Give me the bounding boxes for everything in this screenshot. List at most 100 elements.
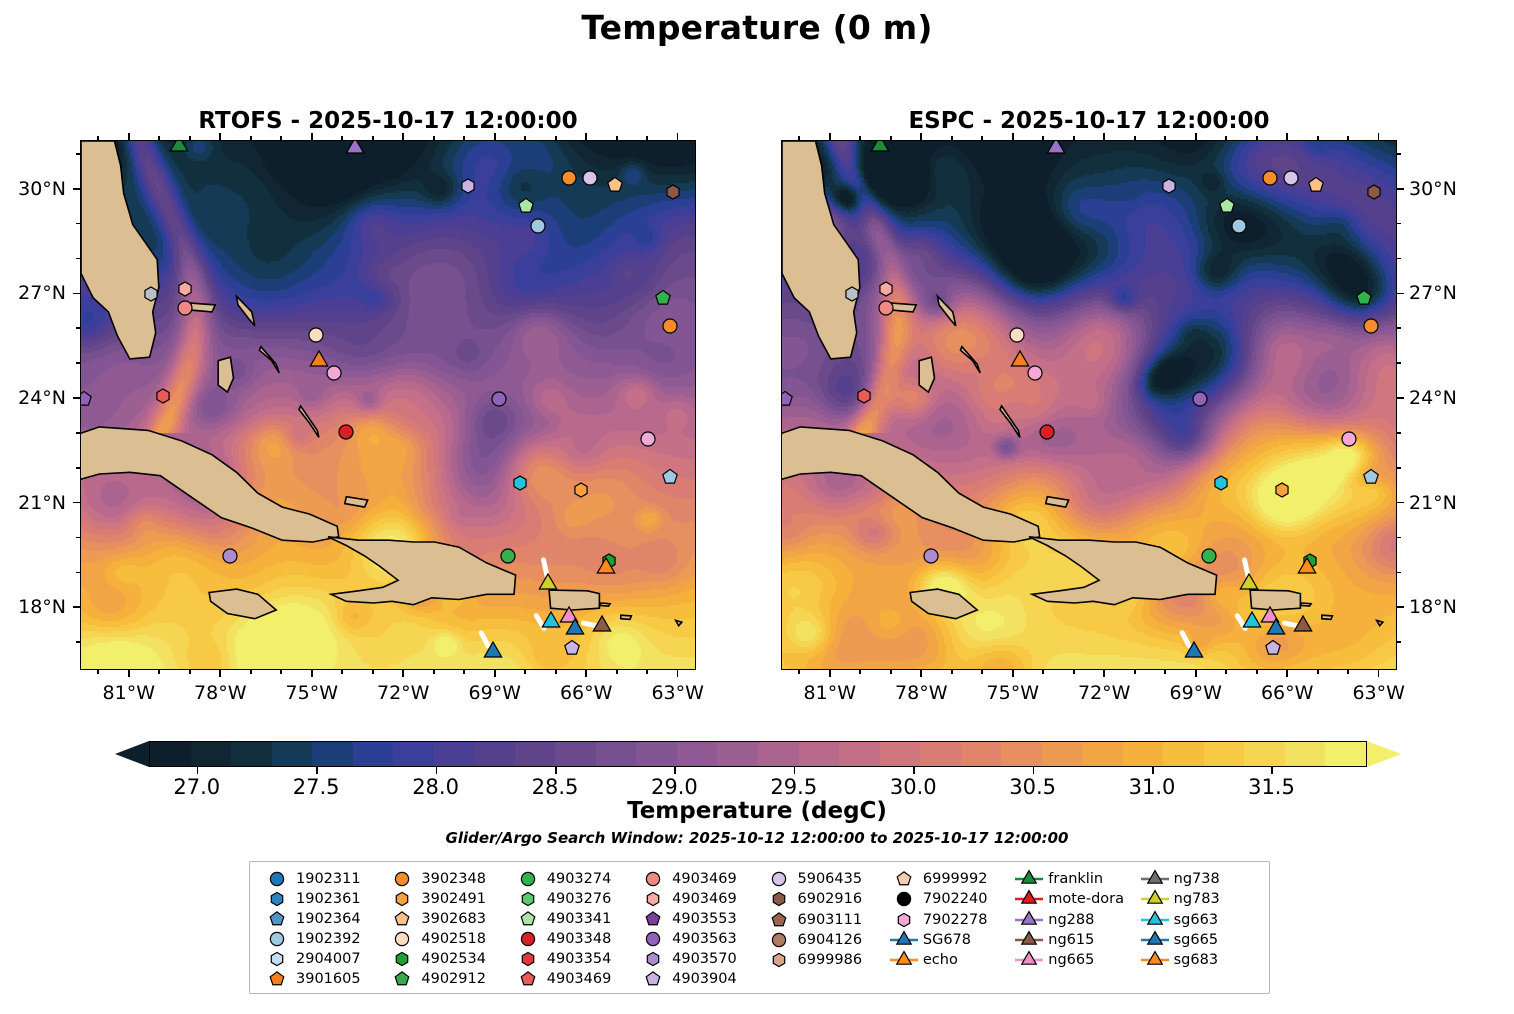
map-marker[interactable] <box>877 299 895 317</box>
map-marker[interactable] <box>1362 317 1380 335</box>
map-marker[interactable] <box>1259 605 1280 627</box>
map-marker[interactable] <box>307 326 325 344</box>
map-marker[interactable] <box>517 197 535 215</box>
map-marker[interactable] <box>499 547 517 565</box>
legend-item[interactable]: 6999992 <box>887 869 1012 889</box>
legend-item[interactable]: 7902278 <box>887 910 1012 930</box>
legend-item[interactable]: 4903274 <box>511 869 636 889</box>
legend-item[interactable]: 4902518 <box>385 929 510 949</box>
map-marker[interactable] <box>345 141 366 158</box>
map-marker[interactable] <box>511 474 529 492</box>
map-marker[interactable] <box>843 285 861 303</box>
map-marker[interactable] <box>782 390 794 408</box>
legend-item[interactable]: echo <box>887 950 1012 970</box>
legend-item[interactable]: 1902361 <box>260 889 385 909</box>
map-marker[interactable] <box>1296 556 1317 579</box>
map-marker[interactable] <box>1266 617 1287 640</box>
map-marker[interactable] <box>1340 430 1358 448</box>
map-marker[interactable] <box>1355 289 1373 307</box>
legend-item[interactable]: 7902240 <box>887 889 1012 909</box>
legend-item[interactable]: 4903553 <box>636 909 761 929</box>
map-marker[interactable] <box>639 430 657 448</box>
legend-item[interactable]: 3902348 <box>385 869 510 889</box>
legend-item[interactable]: ng738 <box>1138 869 1263 889</box>
legend-item[interactable]: sg683 <box>1138 950 1263 970</box>
map-marker[interactable] <box>877 280 895 298</box>
map-marker[interactable] <box>529 217 547 235</box>
map-marker[interactable] <box>490 390 508 408</box>
map-marker[interactable] <box>1293 614 1314 636</box>
map-marker[interactable] <box>1212 474 1230 492</box>
legend-item[interactable]: 4903563 <box>636 929 761 949</box>
map-marker[interactable] <box>1200 547 1218 565</box>
map-marker[interactable] <box>595 556 616 579</box>
legend-item[interactable]: 1902392 <box>260 929 385 949</box>
map-marker[interactable] <box>537 572 558 594</box>
legend-item[interactable]: 4903469 <box>636 869 761 889</box>
legend-item[interactable]: 4903469 <box>636 889 761 909</box>
map-marker[interactable] <box>558 605 579 627</box>
legend-item[interactable]: ng615 <box>1012 930 1137 950</box>
legend-item[interactable]: 6904126 <box>762 930 887 950</box>
map-marker[interactable] <box>1046 141 1067 158</box>
map-marker[interactable] <box>1026 364 1044 382</box>
map-marker[interactable] <box>1273 481 1291 499</box>
legend-item[interactable]: 5906435 <box>762 869 887 889</box>
legend-item[interactable]: 4902534 <box>385 949 510 969</box>
map-marker[interactable] <box>221 547 239 565</box>
map-marker[interactable] <box>308 349 329 371</box>
legend-item[interactable]: 3902491 <box>385 889 510 909</box>
legend-item[interactable]: 3902683 <box>385 909 510 929</box>
map-marker[interactable] <box>81 390 93 408</box>
legend-item[interactable]: 6902916 <box>762 889 887 909</box>
map-marker[interactable] <box>176 280 194 298</box>
map-marker[interactable] <box>654 289 672 307</box>
map-panel-rtofs[interactable] <box>80 140 696 670</box>
map-marker[interactable] <box>1160 177 1178 195</box>
map-marker[interactable] <box>1241 610 1262 633</box>
legend-item[interactable]: ng783 <box>1138 889 1263 909</box>
map-marker[interactable] <box>1230 217 1248 235</box>
map-marker[interactable] <box>1365 183 1383 201</box>
map-marker[interactable] <box>1183 640 1204 662</box>
map-marker[interactable] <box>1191 390 1209 408</box>
map-marker[interactable] <box>1238 572 1259 594</box>
map-marker[interactable] <box>563 639 581 657</box>
map-marker[interactable] <box>661 317 679 335</box>
map-marker[interactable] <box>482 640 503 662</box>
legend-item[interactable]: SG678 <box>887 930 1012 950</box>
legend-item[interactable]: 3901605 <box>260 969 385 989</box>
legend-item[interactable]: 4903276 <box>511 889 636 909</box>
map-marker[interactable] <box>540 610 561 633</box>
map-marker[interactable] <box>581 169 599 187</box>
map-panel-espc[interactable] <box>781 140 1397 670</box>
map-marker[interactable] <box>1261 169 1279 187</box>
map-marker[interactable] <box>337 423 355 441</box>
legend-item[interactable]: 6903111 <box>762 910 887 930</box>
legend-item[interactable]: 2904007 <box>260 949 385 969</box>
map-marker[interactable] <box>142 285 160 303</box>
map-marker[interactable] <box>572 481 590 499</box>
legend-item[interactable]: 6999986 <box>762 950 887 970</box>
legend-item[interactable]: franklin <box>1012 869 1137 889</box>
map-marker[interactable] <box>565 617 586 640</box>
legend-item[interactable]: sg665 <box>1138 930 1263 950</box>
legend-item[interactable]: 4903341 <box>511 909 636 929</box>
map-marker[interactable] <box>325 364 343 382</box>
map-marker[interactable] <box>154 387 172 405</box>
map-marker[interactable] <box>176 299 194 317</box>
legend-item[interactable]: 4903904 <box>636 969 761 989</box>
legend-item[interactable]: 4903469 <box>511 969 636 989</box>
legend-item[interactable]: 4903354 <box>511 949 636 969</box>
map-marker[interactable] <box>855 387 873 405</box>
legend-item[interactable]: 4902912 <box>385 969 510 989</box>
map-marker[interactable] <box>1282 169 1300 187</box>
map-marker[interactable] <box>1038 423 1056 441</box>
legend-item[interactable]: 1902311 <box>260 869 385 889</box>
legend-item[interactable]: 4903348 <box>511 929 636 949</box>
map-marker[interactable] <box>1362 468 1380 486</box>
map-marker[interactable] <box>560 169 578 187</box>
map-marker[interactable] <box>869 141 890 157</box>
map-marker[interactable] <box>1264 639 1282 657</box>
map-marker[interactable] <box>661 468 679 486</box>
